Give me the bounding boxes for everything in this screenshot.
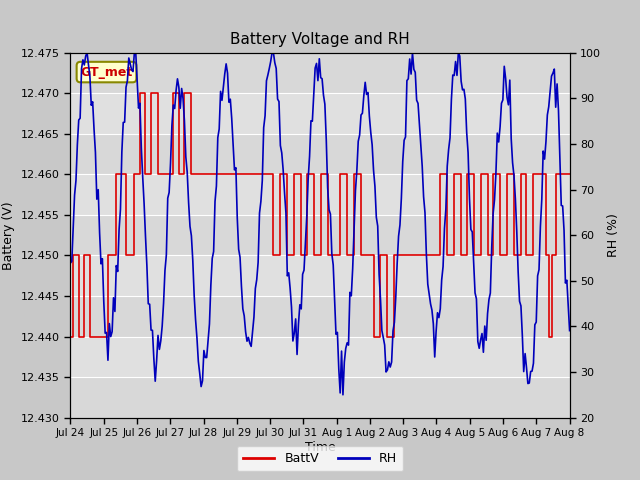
Bar	[70, 215, 570, 255]
Text: GT_met: GT_met	[81, 66, 132, 79]
Legend: BattV, RH: BattV, RH	[237, 446, 403, 471]
Bar	[70, 134, 570, 174]
Bar	[70, 296, 570, 336]
Bar	[70, 53, 570, 93]
Bar	[70, 174, 570, 215]
Y-axis label: RH (%): RH (%)	[607, 213, 620, 257]
Title: Battery Voltage and RH: Battery Voltage and RH	[230, 33, 410, 48]
Bar	[70, 336, 570, 377]
X-axis label: Time: Time	[305, 441, 335, 454]
Bar	[70, 377, 570, 418]
Bar	[70, 93, 570, 134]
Y-axis label: Battery (V): Battery (V)	[3, 201, 15, 269]
Bar	[70, 255, 570, 296]
